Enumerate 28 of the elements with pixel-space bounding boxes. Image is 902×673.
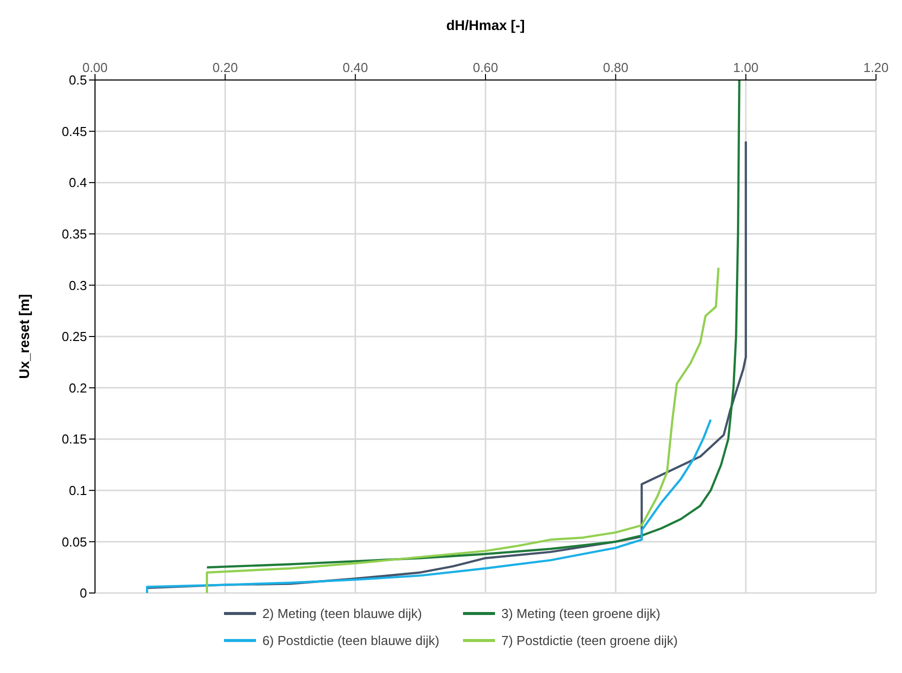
y-tick-label: 0.5: [68, 72, 87, 88]
x-tick-label: 1.00: [733, 60, 758, 75]
y-tick-label: 0.45: [62, 124, 87, 139]
y-tick-label: 0.25: [62, 329, 87, 344]
y-tick-label: 0.1: [68, 483, 87, 498]
legend-label: 6) Postdictie (teen blauwe dijk): [262, 633, 440, 648]
y-tick-label: 0.05: [62, 534, 87, 550]
x-tick-label: 0.80: [603, 60, 628, 75]
legend-label: 7) Postdictie (teen groene dijk): [501, 633, 678, 648]
x-axis-title: dH/Hmax [-]: [446, 16, 525, 33]
legend-label: 3) Meting (teen groene dijk): [501, 606, 660, 621]
x-tick-label: 0.60: [472, 60, 498, 75]
y-tick-label: 0.2: [68, 380, 87, 396]
line-series: [206, 266, 720, 593]
legend-label: 2) Meting (teen blauwe dijk): [262, 606, 422, 621]
y-tick-label: 0: [80, 586, 87, 601]
x-tick-label: 0.00: [82, 60, 108, 75]
y-axis-title: Ux_reset [m]: [16, 294, 32, 379]
y-tick-label: 0.15: [62, 432, 87, 447]
y-tick-label: 0.4: [68, 175, 87, 190]
x-tick-label: 0.40: [342, 60, 368, 75]
x-tick-label: 0.20: [212, 60, 238, 75]
line-series: [146, 418, 712, 593]
line-series: [206, 80, 740, 568]
x-tick-label: 1.20: [863, 60, 889, 75]
y-tick-label: 0.3: [68, 278, 87, 293]
y-tick-label: 0.35: [62, 226, 87, 242]
line-series: [146, 140, 747, 589]
